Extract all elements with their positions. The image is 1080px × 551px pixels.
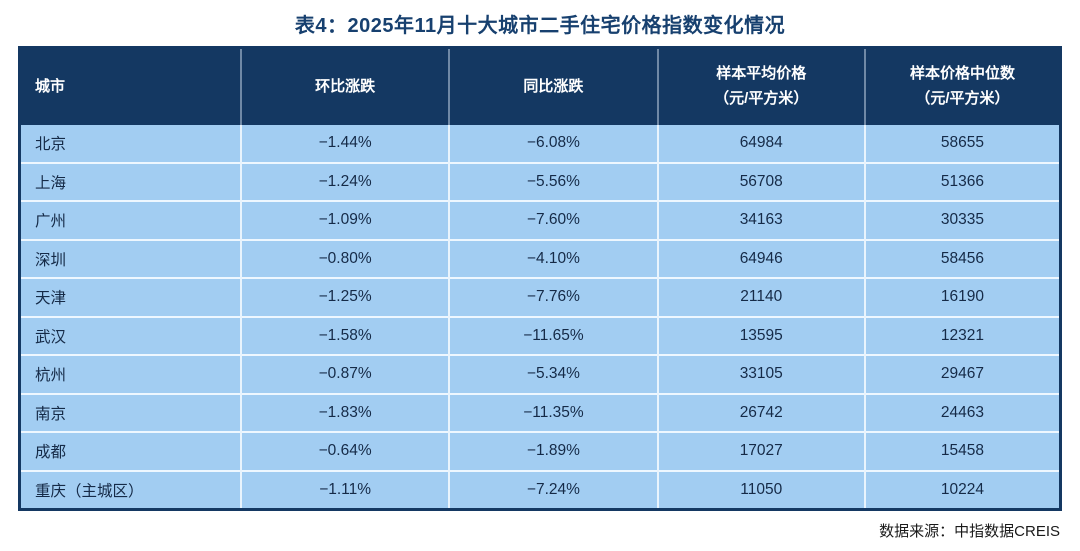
avg-price-cell: 56708 [656, 161, 865, 201]
page-title: 表4：2025年11月十大城市二手住宅价格指数变化情况 [294, 15, 786, 37]
housing-price-table: 城市 环比涨跌 同比涨跌 样本平均价格 （元/平方米） 样本价格中位数 （元/平… [18, 46, 1062, 511]
yoy-change-cell: −6.08% [448, 125, 658, 163]
yoy-change-cell: −11.65% [448, 315, 658, 355]
table-header: 城市 环比涨跌 同比涨跌 样本平均价格 （元/平方米） 样本价格中位数 （元/平… [19, 47, 1061, 125]
data-source-note: 数据来源：中指数据CREIS [879, 523, 1060, 540]
mom-change-cell: −0.87% [239, 354, 450, 394]
city-cell: 深圳 [19, 238, 241, 278]
yoy-change-cell: −7.76% [448, 277, 658, 317]
city-cell: 上海 [19, 161, 241, 201]
mom-change-cell: −1.09% [239, 200, 450, 240]
city-cell: 重庆（主城区） [19, 469, 241, 510]
yoy-change-cell: −11.35% [448, 392, 658, 432]
yoy-change-cell: −7.24% [448, 469, 658, 510]
table-body: 北京 −1.44% −6.08% 64984 58655 上海 −1.24% −… [19, 125, 1061, 510]
table-row: 上海 −1.24% −5.56% 56708 51366 [19, 161, 1061, 201]
yoy-change-cell: −1.89% [448, 431, 658, 471]
median-price-cell: 16190 [863, 277, 1061, 317]
avg-price-cell: 17027 [656, 431, 865, 471]
column-header-mom-change: 环比涨跌 [239, 47, 450, 125]
median-price-cell: 15458 [863, 431, 1061, 471]
yoy-change-cell: −7.60% [448, 200, 658, 240]
column-header-avg-price: 样本平均价格 （元/平方米） [656, 47, 865, 125]
median-price-cell: 24463 [863, 392, 1061, 432]
yoy-change-cell: −4.10% [448, 238, 658, 278]
city-cell: 成都 [19, 431, 241, 471]
city-cell: 广州 [19, 200, 241, 240]
mom-change-cell: −0.64% [239, 431, 450, 471]
table-container: 城市 环比涨跌 同比涨跌 样本平均价格 （元/平方米） 样本价格中位数 （元/平… [18, 46, 1062, 511]
median-price-cell: 51366 [863, 161, 1061, 201]
mom-change-cell: −1.25% [239, 277, 450, 317]
median-price-cell: 58456 [863, 238, 1061, 278]
table-row: 成都 −0.64% −1.89% 17027 15458 [19, 431, 1061, 471]
table-row: 重庆（主城区） −1.11% −7.24% 11050 10224 [19, 469, 1061, 510]
mom-change-cell: −1.24% [239, 161, 450, 201]
avg-price-cell: 26742 [656, 392, 865, 432]
avg-price-cell: 13595 [656, 315, 865, 355]
table-row: 深圳 −0.80% −4.10% 64946 58456 [19, 238, 1061, 278]
avg-price-cell: 21140 [656, 277, 865, 317]
city-cell: 杭州 [19, 354, 241, 394]
city-cell: 天津 [19, 277, 241, 317]
column-header-median-price: 样本价格中位数 （元/平方米） [863, 47, 1061, 125]
median-price-cell: 58655 [863, 125, 1061, 163]
median-price-cell: 10224 [863, 469, 1061, 510]
table-row: 北京 −1.44% −6.08% 64984 58655 [19, 125, 1061, 163]
column-header-yoy-change: 同比涨跌 [448, 47, 658, 125]
avg-price-cell: 64984 [656, 125, 865, 163]
city-cell: 武汉 [19, 315, 241, 355]
avg-price-cell: 64946 [656, 238, 865, 278]
mom-change-cell: −1.11% [239, 469, 450, 510]
column-header-city: 城市 [19, 47, 241, 125]
mom-change-cell: −1.83% [239, 392, 450, 432]
table-row: 南京 −1.83% −11.35% 26742 24463 [19, 392, 1061, 432]
header-row: 城市 环比涨跌 同比涨跌 样本平均价格 （元/平方米） 样本价格中位数 （元/平… [19, 47, 1061, 125]
table-row: 天津 −1.25% −7.76% 21140 16190 [19, 277, 1061, 317]
city-cell: 南京 [19, 392, 241, 432]
median-price-cell: 12321 [863, 315, 1061, 355]
avg-price-cell: 33105 [656, 354, 865, 394]
yoy-change-cell: −5.56% [448, 161, 658, 201]
mom-change-cell: −0.80% [239, 238, 450, 278]
table-row: 广州 −1.09% −7.60% 34163 30335 [19, 200, 1061, 240]
avg-price-cell: 34163 [656, 200, 865, 240]
median-price-cell: 30335 [863, 200, 1061, 240]
median-price-cell: 29467 [863, 354, 1061, 394]
mom-change-cell: −1.58% [239, 315, 450, 355]
mom-change-cell: −1.44% [239, 125, 450, 163]
table-row: 武汉 −1.58% −11.65% 13595 12321 [19, 315, 1061, 355]
table-row: 杭州 −0.87% −5.34% 33105 29467 [19, 354, 1061, 394]
avg-price-cell: 11050 [656, 469, 865, 510]
city-cell: 北京 [19, 125, 241, 163]
yoy-change-cell: −5.34% [448, 354, 658, 394]
